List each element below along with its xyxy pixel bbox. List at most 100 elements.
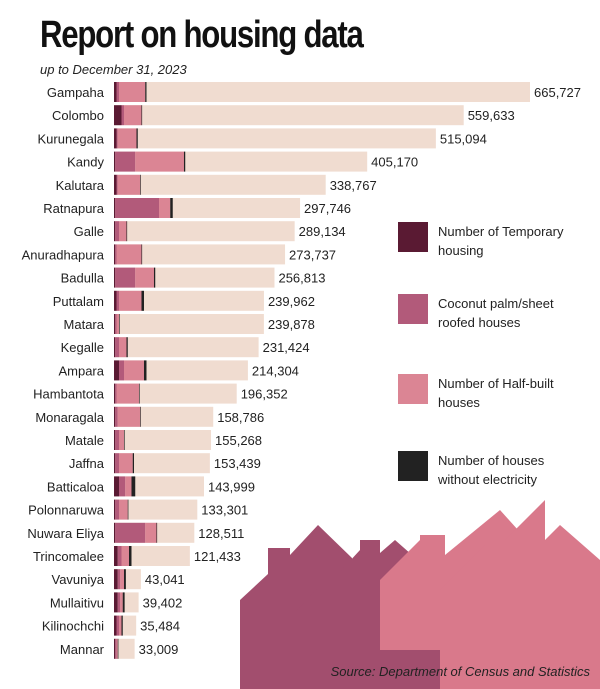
- house-shape-4: [440, 500, 600, 689]
- bar-segment-halfbuilt: [123, 105, 142, 126]
- value-label: 43,041: [145, 572, 185, 587]
- bar-segment-noelectricity: [126, 337, 128, 358]
- bar-segment-temporary: [114, 337, 116, 358]
- value-label: 121,433: [194, 549, 241, 564]
- bar-segment-coconut: [117, 569, 121, 590]
- bar-total: [114, 337, 259, 358]
- bar-segment-noelectricity: [131, 476, 136, 497]
- value-label: 158,786: [217, 410, 264, 425]
- legend-label-halfbuilt: Number of Half-built houses: [438, 376, 554, 410]
- value-label: 405,170: [371, 155, 418, 170]
- bar-segment-halfbuilt: [117, 128, 137, 149]
- bar-segment-temporary: [114, 174, 117, 195]
- bar-segment-halfbuilt: [116, 638, 118, 659]
- bar-segment-temporary: [114, 592, 118, 613]
- bar-segment-coconut: [115, 151, 136, 172]
- category-label: Batticaloa: [47, 479, 105, 494]
- legend-swatch-temporary: [398, 222, 428, 252]
- bar-segment-temporary: [114, 360, 119, 381]
- bar-segment-temporary: [114, 615, 117, 636]
- bar-segment-halfbuilt: [117, 406, 141, 427]
- bar-segment-halfbuilt: [117, 174, 141, 195]
- bar-total: [114, 430, 212, 450]
- bar-total: [114, 314, 264, 334]
- category-label: Trincomalee: [33, 549, 104, 564]
- bar-segment-temporary: [114, 267, 116, 288]
- legend-swatch-noelectricity: [398, 451, 428, 481]
- bar-segment-coconut: [115, 244, 117, 265]
- bar-total: [114, 244, 286, 265]
- bar-segment-temporary: [114, 499, 116, 520]
- category-label: Gampaha: [47, 85, 105, 100]
- bar-segment-halfbuilt: [118, 290, 142, 311]
- bar-total: [114, 128, 436, 149]
- bar-total: [114, 476, 204, 497]
- bar-segment-coconut: [117, 546, 122, 566]
- bar-segment-coconut: [115, 383, 117, 404]
- value-label: 559,633: [468, 108, 515, 123]
- bar-segment-coconut: [121, 105, 124, 126]
- bar-segment-halfbuilt: [118, 453, 133, 474]
- bar-segment-noelectricity: [121, 615, 123, 636]
- bar-segment-temporary: [114, 290, 117, 311]
- value-label: 515,094: [440, 131, 487, 146]
- value-label: 231,424: [263, 340, 310, 355]
- bar-segment-temporary: [114, 546, 118, 566]
- value-label: 128,511: [198, 526, 244, 541]
- bar-segment-halfbuilt: [116, 383, 139, 404]
- value-label: 239,962: [268, 294, 315, 309]
- value-label: 196,352: [241, 387, 288, 402]
- value-label: 665,727: [534, 85, 581, 100]
- bar-segment-halfbuilt: [116, 314, 119, 334]
- value-label: 39,402: [143, 595, 183, 610]
- bar-segment-noelectricity: [126, 221, 128, 242]
- bar-segment-coconut: [118, 476, 126, 497]
- value-label: 35,484: [140, 619, 180, 634]
- bar-total: [114, 360, 248, 381]
- bar-segment-halfbuilt: [118, 615, 122, 636]
- bar-segment-noelectricity: [143, 360, 147, 381]
- bar-segment-coconut: [115, 198, 159, 218]
- bar-segment-coconut: [115, 522, 146, 543]
- bar-segment-temporary: [114, 522, 116, 543]
- bar-segment-halfbuilt: [158, 198, 171, 218]
- value-label: 214,304: [252, 363, 299, 378]
- value-label: 143,999: [208, 479, 255, 494]
- bar-segment-temporary: [114, 569, 118, 590]
- bar-segment-noelectricity: [145, 82, 147, 102]
- bar-segment-noelectricity: [127, 499, 129, 520]
- bar-segment-noelectricity: [141, 290, 144, 311]
- bar-segment-noelectricity: [132, 453, 134, 474]
- category-label: Polonnaruwa: [28, 503, 105, 518]
- bar-segment-halfbuilt: [145, 522, 157, 543]
- bar-total: [114, 499, 198, 520]
- bar-segment-halfbuilt: [121, 546, 129, 566]
- bar-segment-noelectricity: [128, 546, 132, 566]
- value-label: 239,878: [268, 317, 315, 332]
- legend-label-coconut: Coconut palm/sheet roofed houses: [438, 296, 554, 330]
- category-label: Mullaitivu: [50, 595, 104, 610]
- bar-segment-coconut: [115, 453, 119, 474]
- bar-segment-halfbuilt: [118, 337, 127, 358]
- bar-segment-noelectricity: [170, 198, 173, 218]
- source-note: Source: Department of Census and Statist…: [330, 664, 590, 679]
- bar-segment-halfbuilt: [118, 499, 128, 520]
- bar-segment-temporary: [114, 105, 122, 126]
- category-label: Galle: [74, 224, 104, 239]
- category-label: Kilinochchi: [42, 619, 104, 634]
- category-label: Ampara: [58, 363, 104, 378]
- category-label: Ratnapura: [43, 201, 104, 216]
- bar-segment-coconut: [115, 337, 119, 358]
- bar-segment-coconut: [115, 221, 119, 242]
- value-label: 256,813: [278, 271, 325, 286]
- bar-total: [114, 174, 326, 195]
- bar-segment-coconut: [118, 360, 124, 381]
- bar-segment-noelectricity: [141, 105, 143, 126]
- page-subtitle: up to December 31, 2023: [40, 62, 187, 77]
- bar-segment-temporary: [114, 453, 116, 474]
- bar-segment-noelectricity: [136, 128, 138, 149]
- bar-segment-noelectricity: [141, 244, 143, 265]
- value-label: 289,134: [299, 224, 346, 239]
